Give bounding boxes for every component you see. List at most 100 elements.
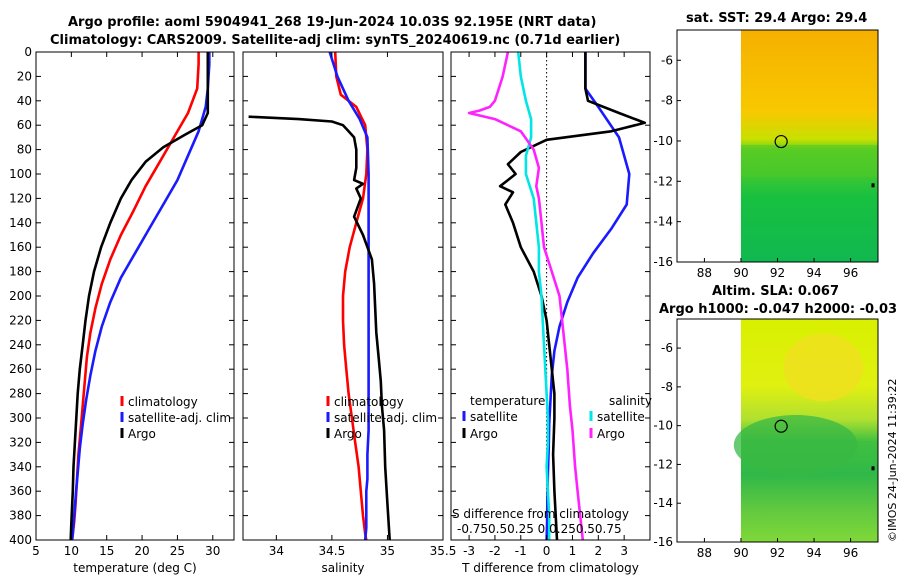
map-x-tick-label: 90 [733, 266, 748, 280]
map-low-anomaly [733, 415, 858, 476]
x-tick-label-temperature: 20 [134, 544, 149, 558]
x-tick-label-salinity: 35.5 [430, 544, 457, 558]
y-tick-label: 280 [9, 387, 32, 401]
y-tick-label: 60 [17, 118, 32, 132]
series-line-salinity-argo [248, 115, 391, 540]
map-x-tick-label: 94 [806, 546, 821, 560]
map-y-tick-label: -10 [653, 134, 673, 148]
watermark: ©IMOS 24-Jun-2024 11:39:22 [886, 378, 899, 542]
island-marker [871, 183, 875, 188]
legend-label-difference: satellite [597, 410, 645, 424]
series-line-temperature-argo [69, 52, 210, 540]
x-tick-label-difference: -3 [463, 544, 475, 558]
map-y-tick-label: -8 [661, 380, 673, 394]
legend-label-temperature: satellite-adj. clim [128, 411, 231, 425]
panel-frame-difference [450, 51, 651, 541]
series-line-salinity-satellite-adj-clim [328, 52, 370, 540]
y-tick-label: 120 [9, 191, 32, 205]
map-y-tick-label: -12 [653, 174, 673, 188]
legend-label-temperature: Argo [128, 427, 156, 441]
y-tick-label: 200 [9, 289, 32, 303]
y-tick-label: 260 [9, 362, 32, 376]
legend-label-difference: Argo [470, 427, 498, 441]
series-line-difference-s-satellite [516, 52, 551, 540]
legend-title-temperature: temperature [470, 394, 545, 408]
series-line-salinity-climatology [333, 52, 369, 540]
y-tick-label: 160 [9, 240, 32, 254]
map-x-tick-label: 90 [733, 546, 748, 560]
legend-label-salinity: Argo [334, 427, 362, 441]
map-y-tick-label: -6 [661, 341, 673, 355]
sla-map-title-2: Argo h1000: -0.047 h2000: -0.03 [659, 302, 898, 317]
map-y-tick-label: -12 [653, 457, 673, 471]
s-difference-label: S difference from climatology [452, 507, 629, 521]
y-tick-label: 180 [9, 265, 32, 279]
x-tick-label-salinity: 34 [269, 544, 284, 558]
x-tick-label-difference: 3 [620, 544, 628, 558]
y-tick-label: 220 [9, 313, 32, 327]
series-line-temperature-satellite-adj-clim [70, 52, 211, 540]
map-x-tick-label: 88 [697, 546, 712, 560]
series-line-temperature-climatology [70, 52, 200, 540]
x-tick-label-difference: 1 [569, 544, 577, 558]
x-tick-label-temperature: 10 [64, 544, 79, 558]
header-line2: Climatology: CARS2009. Satellite-adj cli… [50, 33, 621, 48]
map-x-tick-label: 96 [843, 266, 858, 280]
sla-map-title-1: Altim. SLA: 0.067 [712, 284, 839, 299]
y-tick-label: 320 [9, 435, 32, 449]
x-tick-label-difference: -2 [489, 544, 501, 558]
legend-label-salinity: satellite-adj. clim [334, 411, 437, 425]
map-y-tick-label: -14 [653, 496, 673, 510]
map-front [740, 144, 878, 178]
legend-label-temperature: climatology [128, 395, 198, 409]
legend-label-salinity: climatology [334, 395, 404, 409]
header-line1: Argo profile: aoml 5904941_268 19-Jun-20… [68, 15, 597, 30]
x-axis-label-salinity: salinity [321, 561, 364, 575]
x-axis-label-difference: T difference from climatology [461, 561, 639, 575]
s-difference-ticks: -0.750.50.25 0 0.250.50.75 [457, 522, 622, 536]
x-axis-label-temperature: temperature (deg C) [73, 561, 196, 575]
x-tick-label-temperature: 5 [32, 544, 40, 558]
float-position-marker [774, 419, 788, 433]
y-tick-label: 360 [9, 484, 32, 498]
x-tick-label-temperature: 25 [170, 544, 185, 558]
map-x-tick-label: 92 [770, 546, 785, 560]
panel-frame-temperature [35, 51, 235, 541]
map-x-tick-label: 96 [843, 546, 858, 560]
y-tick-label: 40 [17, 94, 32, 108]
y-tick-label: 380 [9, 509, 32, 523]
legend-label-difference: Argo [597, 427, 625, 441]
series-line-difference-s-argo [467, 52, 585, 540]
series-line-difference-t-satellite [545, 52, 631, 540]
legend-label-difference: satellite [470, 410, 518, 424]
map-x-tick-label: 94 [806, 266, 821, 280]
map-y-tick-label: -6 [661, 53, 673, 67]
x-tick-label-temperature: 15 [99, 544, 114, 558]
map-x-tick-label: 92 [770, 266, 785, 280]
x-tick-label-salinity: 34.5 [319, 544, 346, 558]
y-tick-label: 400 [9, 533, 32, 547]
y-tick-label: 300 [9, 411, 32, 425]
series-line-difference-t-argo [498, 52, 647, 540]
y-tick-label: 0 [24, 45, 32, 59]
map-y-tick-label: -10 [653, 419, 673, 433]
island-marker [871, 466, 875, 471]
x-tick-label-salinity: 35 [380, 544, 395, 558]
map-y-tick-label: -8 [661, 94, 673, 108]
x-tick-label-temperature: 30 [205, 544, 220, 558]
legend-title-salinity: salinity [609, 394, 652, 408]
y-tick-label: 140 [9, 216, 32, 230]
x-tick-label-difference: 2 [594, 544, 602, 558]
map-y-tick-label: -16 [653, 255, 673, 269]
x-tick-label-difference: -1 [515, 544, 527, 558]
y-tick-label: 240 [9, 338, 32, 352]
sst-map-title: sat. SST: 29.4 Argo: 29.4 [686, 11, 868, 26]
y-tick-label: 80 [17, 143, 32, 157]
y-tick-label: 100 [9, 167, 32, 181]
map-x-tick-label: 88 [697, 266, 712, 280]
float-position-marker [774, 134, 788, 149]
map-y-tick-label: -16 [653, 535, 673, 549]
y-tick-label: 340 [9, 460, 32, 474]
x-tick-label-difference: 0 [543, 544, 551, 558]
